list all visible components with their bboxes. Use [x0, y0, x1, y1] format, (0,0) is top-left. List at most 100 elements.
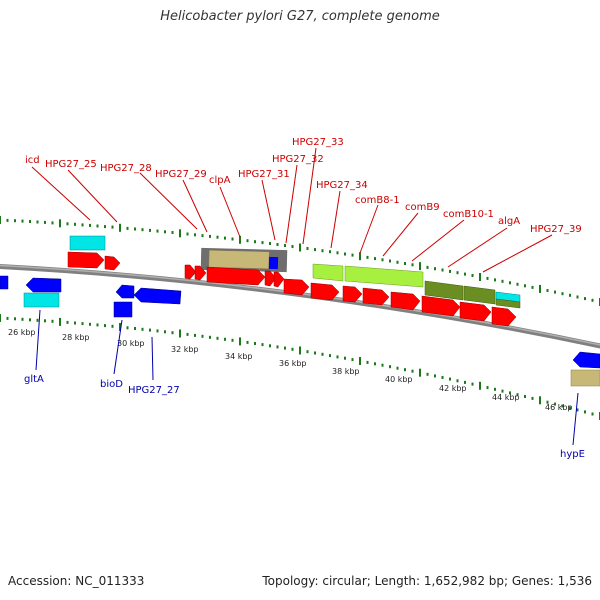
minor-tick	[306, 247, 309, 250]
gene-arrow	[390, 291, 421, 311]
minor-tick	[494, 387, 496, 391]
minor-tick	[156, 229, 159, 233]
major-tick	[419, 262, 421, 271]
minor-tick	[111, 225, 114, 229]
minor-tick	[464, 380, 466, 384]
minor-tick	[231, 338, 234, 342]
minor-tick	[501, 389, 504, 393]
gene-arrow	[491, 306, 517, 327]
minor-tick	[186, 232, 189, 236]
minor-tick	[29, 220, 31, 223]
major-tick	[539, 396, 541, 405]
minor-tick	[164, 230, 166, 234]
minor-tick	[441, 376, 444, 379]
major-tick	[359, 357, 361, 365]
minor-tick	[516, 282, 519, 286]
minor-tick	[351, 253, 354, 257]
scale-label: 46 kbp	[545, 403, 573, 412]
minor-tick	[404, 368, 406, 372]
minor-tick	[74, 222, 76, 226]
minor-tick	[546, 289, 549, 292]
gene-arrow	[25, 277, 62, 293]
gene-label-clpa: clpA	[209, 175, 231, 186]
minor-tick	[156, 329, 159, 333]
minor-tick	[404, 262, 406, 265]
gene-arrow	[273, 271, 285, 288]
top-label-leaders	[31, 147, 553, 273]
minor-tick	[554, 402, 556, 406]
gene-arrow	[310, 282, 340, 301]
gene-blue-small	[268, 256, 279, 270]
inner-tick-track	[0, 314, 600, 420]
gene-arrow	[283, 278, 310, 296]
minor-tick	[254, 240, 256, 244]
minor-tick	[434, 374, 436, 378]
minor-tick	[96, 224, 99, 228]
minor-tick	[254, 342, 256, 345]
minor-tick	[591, 412, 594, 416]
minor-tick	[584, 410, 586, 414]
minor-tick	[524, 395, 526, 398]
minor-tick	[329, 354, 331, 358]
minor-tick	[336, 251, 339, 255]
minor-tick	[246, 340, 249, 344]
minor-tick	[366, 360, 369, 364]
minor-tick	[224, 236, 226, 240]
minor-tick	[149, 228, 151, 232]
gene-arrow	[264, 270, 277, 287]
gene-arrow	[0, 275, 9, 290]
minor-tick	[209, 335, 211, 339]
scale-label: 36 kbp	[279, 359, 307, 368]
gene-label-hpg27-31: HPG27_31	[238, 169, 290, 180]
gene-arrow	[362, 287, 390, 306]
gene-olive	[495, 298, 521, 309]
minor-tick	[531, 396, 534, 400]
minor-tick	[246, 239, 249, 243]
gene-arrow	[184, 264, 197, 280]
minor-tick	[456, 379, 459, 383]
gene-label-hpg27-32: HPG27_32	[272, 154, 324, 165]
minor-tick	[449, 269, 451, 273]
minor-tick	[149, 328, 151, 332]
minor-tick	[89, 322, 91, 326]
minor-tick	[81, 223, 84, 227]
gene-label-comb9: comB9	[405, 202, 440, 213]
scale-label: 30 kbp	[117, 339, 145, 348]
minor-tick	[36, 318, 39, 322]
minor-tick	[464, 272, 466, 276]
minor-tick	[291, 245, 294, 248]
major-tick	[119, 223, 121, 232]
minor-tick	[44, 220, 46, 224]
minor-tick	[509, 281, 511, 285]
gene-label-glta: gltA	[24, 374, 44, 385]
gene-arrow	[421, 295, 461, 317]
minor-tick	[104, 324, 106, 328]
minor-tick	[14, 219, 16, 223]
minor-tick	[561, 404, 564, 408]
minor-tick	[486, 386, 489, 390]
major-tick	[0, 216, 1, 224]
minor-tick	[269, 242, 271, 245]
gene-label-biod: bioD	[100, 379, 123, 390]
minor-tick	[36, 220, 39, 224]
map-title: Helicobacter pylori G27, complete genome	[160, 9, 440, 24]
gene-khaki	[570, 369, 600, 387]
minor-tick	[194, 333, 196, 337]
minor-tick	[134, 227, 136, 231]
minor-tick	[516, 393, 519, 397]
minor-tick	[89, 223, 91, 227]
gene-label-icd: icd	[25, 155, 40, 166]
minor-tick	[269, 344, 271, 348]
minor-tick	[381, 363, 384, 367]
minor-tick	[366, 255, 369, 259]
gene-label-hpg27-33: HPG27_33	[292, 137, 344, 148]
gene-olive	[463, 285, 496, 305]
gene-arrow	[194, 265, 207, 281]
gene-label-hpg27-27: HPG27_27	[128, 385, 180, 396]
minor-tick	[486, 276, 489, 280]
minor-tick	[276, 243, 279, 246]
major-tick	[539, 284, 541, 293]
gene-arrow	[572, 351, 600, 369]
gene-label-hpg27-25: HPG27_25	[45, 159, 97, 170]
minor-tick	[66, 222, 69, 226]
